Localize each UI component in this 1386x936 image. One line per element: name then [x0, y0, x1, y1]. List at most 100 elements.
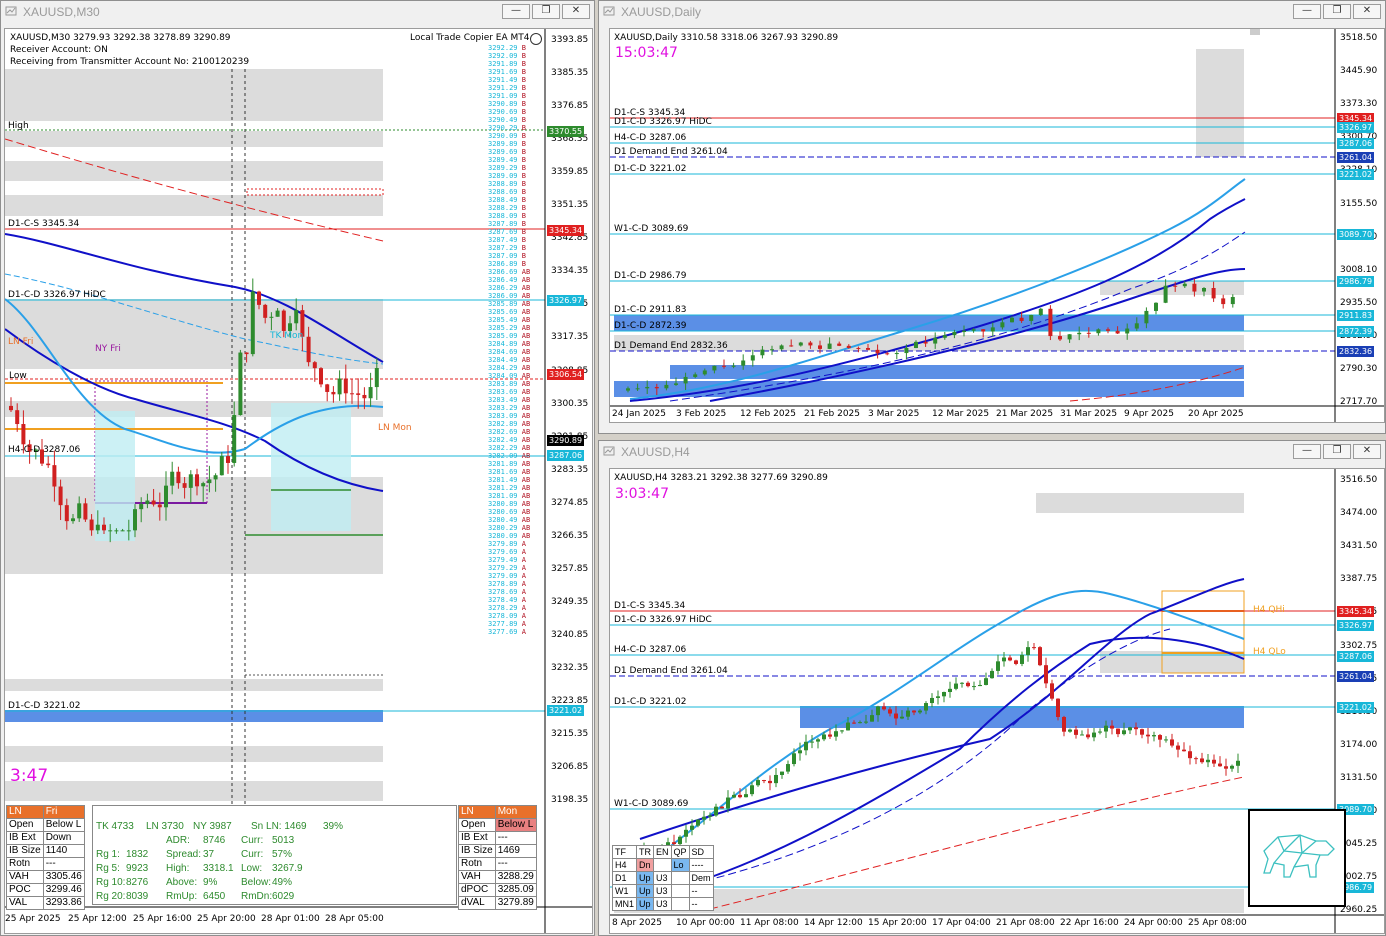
stat-cell: 49% — [272, 877, 293, 888]
m30-candle-body — [275, 310, 280, 317]
h4-titlebar[interactable]: XAUUSD,H4 — ❐ ✕ — [599, 441, 1385, 463]
ladder-row: 3283.29 AB — [488, 404, 544, 412]
trend-cell: U3 — [653, 871, 672, 885]
m30-axis-price: 3198.35 — [551, 795, 589, 806]
h4-level-label: W1-C-D 3089.69 — [614, 799, 689, 809]
supply-box — [246, 188, 384, 196]
m30-titlebar[interactable]: XAUUSD,M30 — ❐ ✕ — [1, 1, 594, 23]
m30-candle-body — [263, 304, 268, 318]
daily-titlebar[interactable]: XAUUSD,Daily — ❐ ✕ — [599, 1, 1385, 23]
m30-zone-gray — [5, 131, 383, 147]
ladder-tag: A — [517, 556, 526, 564]
session-left-val: 3293.86 — [42, 896, 85, 910]
ladder-row: 3282.49 AB — [488, 436, 544, 444]
h4-candle-body — [726, 797, 730, 809]
daily-level-label: D1-C-D 3326.97 HiDC — [614, 117, 712, 127]
m30-candle-body — [362, 394, 367, 399]
ladder-tag: B — [517, 108, 526, 116]
ladder-tag: B — [517, 124, 526, 132]
m30-axis-price: 3266.35 — [551, 530, 589, 541]
h4-window[interactable]: XAUUSD,H4 — ❐ ✕ XAUUSD,H4 3283.21 3292.3… — [598, 440, 1386, 936]
m30-time-label: 25 Apr 20:00 — [197, 914, 256, 924]
daily-chart-canvas[interactable] — [610, 29, 1385, 423]
h4-q-box — [1161, 590, 1245, 674]
h4-axis-price: 3174.00 — [1340, 739, 1378, 750]
ladder-row: 3279.49 A — [488, 556, 544, 564]
ma-light-dash — [5, 273, 384, 365]
tk-mon-tag: TK Mon — [270, 331, 304, 341]
daily-candle-body — [1058, 336, 1062, 340]
ladder-tag: AB — [517, 460, 531, 468]
close-button[interactable]: ✕ — [562, 4, 590, 19]
m30-candle-body — [52, 465, 57, 487]
session-left-val: Down — [42, 831, 85, 845]
h4-candle-body — [1218, 763, 1222, 767]
minimize-button[interactable]: — — [1293, 444, 1321, 459]
ladder-tag: AB — [517, 356, 531, 364]
ladder-row: 3280.89 AB — [488, 500, 544, 508]
daily-chart[interactable]: XAUUSD,Daily 3310.58 3318.06 3267.93 329… — [609, 28, 1385, 423]
restore-button[interactable]: ❐ — [532, 4, 560, 19]
trend-cell: Dn — [636, 858, 655, 872]
ladder-price: 3280.29 — [488, 524, 518, 532]
daily-zone-blue — [614, 381, 1244, 397]
h4-candle-body — [1146, 734, 1150, 737]
daily-candle-body — [1202, 288, 1206, 292]
ladder-tag: B — [517, 60, 526, 68]
m30-window[interactable]: XAUUSD,M30 — ❐ ✕ XAUUSD,M30 3279.93 3292… — [0, 0, 595, 936]
stat-cell: 6029 — [272, 891, 295, 902]
session-right-val: 3288.29 — [494, 870, 537, 884]
close-button[interactable]: ✕ — [1353, 444, 1381, 459]
daily-axis-price: 3008.10 — [1340, 264, 1378, 275]
daily-level-label: D1-C-S 3345.34 — [614, 108, 686, 118]
daily-candle-body — [1182, 283, 1187, 287]
minimize-button[interactable]: — — [1293, 4, 1321, 19]
trend-cell: W1 — [611, 884, 638, 898]
h4-price-tag: 3089.70 — [1337, 804, 1375, 815]
ladder-price: 3284.09 — [488, 372, 518, 380]
session-left-val: --- — [42, 857, 85, 871]
daily-candle-body — [664, 384, 669, 389]
ladder-tag: AB — [517, 380, 531, 388]
h4-candle-body — [876, 706, 880, 716]
m30-price-tag: 3345.34 — [547, 225, 585, 236]
close-button[interactable]: ✕ — [1353, 4, 1381, 19]
h4-chart-canvas[interactable] — [610, 469, 1385, 934]
stat-cell: Curr: — [241, 849, 264, 860]
restore-button[interactable]: ❐ — [1323, 444, 1351, 459]
daily-window[interactable]: XAUUSD,Daily — ❐ ✕ XAUUSD,Daily 3310.58 … — [598, 0, 1386, 434]
ladder-row: 3286.69 AB — [488, 268, 544, 276]
m30-candle-body — [58, 486, 63, 506]
h4-candle-body — [972, 686, 976, 688]
d1cd-line-label: D1-C-D 3326.97 HiDC — [8, 290, 106, 300]
h4-time-label: 22 Apr 16:00 — [1060, 918, 1119, 928]
m30-chart-canvas[interactable] — [5, 29, 593, 934]
session-right-head-2: Mon — [494, 805, 537, 819]
ladder-price: 3287.09 — [488, 252, 518, 260]
m30-axis-price: 3317.35 — [551, 332, 589, 343]
trend-table-row: H4 Dn Lo ---- — [611, 858, 714, 872]
session-right-val: 1469 — [494, 844, 537, 858]
h4-price-tag: 3221.02 — [1337, 702, 1375, 713]
session-left-val: 3305.46 — [42, 870, 85, 884]
daily-time-label: 12 Mar 2025 — [932, 409, 990, 419]
ladder-row: 3286.09 AB — [488, 292, 544, 300]
h4-candle-body — [1116, 728, 1120, 735]
ladder-tag: A — [517, 628, 526, 636]
ladder-row: 3288.29 B — [488, 204, 544, 212]
ladder-price: 3281.49 — [488, 476, 518, 484]
ma-light — [5, 298, 384, 454]
ladder-price: 3287.49 — [488, 236, 518, 244]
ladder-tag: B — [517, 180, 526, 188]
h4-candle-body — [1092, 732, 1096, 738]
daily-candle-body — [818, 345, 822, 349]
m30-chart[interactable]: XAUUSD,M30 3279.93 3292.38 3278.89 3290.… — [4, 28, 593, 934]
daily-candle-body — [645, 386, 650, 389]
ladder-tag: AB — [517, 436, 531, 444]
h4-candle-body — [750, 785, 754, 795]
restore-button[interactable]: ❐ — [1323, 4, 1351, 19]
ladder-tag: A — [517, 588, 526, 596]
h4-chart[interactable]: XAUUSD,H4 3283.21 3292.38 3277.69 3290.8… — [609, 468, 1385, 934]
minimize-button[interactable]: — — [502, 4, 530, 19]
daily-level-label: W1-C-D 3089.69 — [614, 224, 689, 234]
